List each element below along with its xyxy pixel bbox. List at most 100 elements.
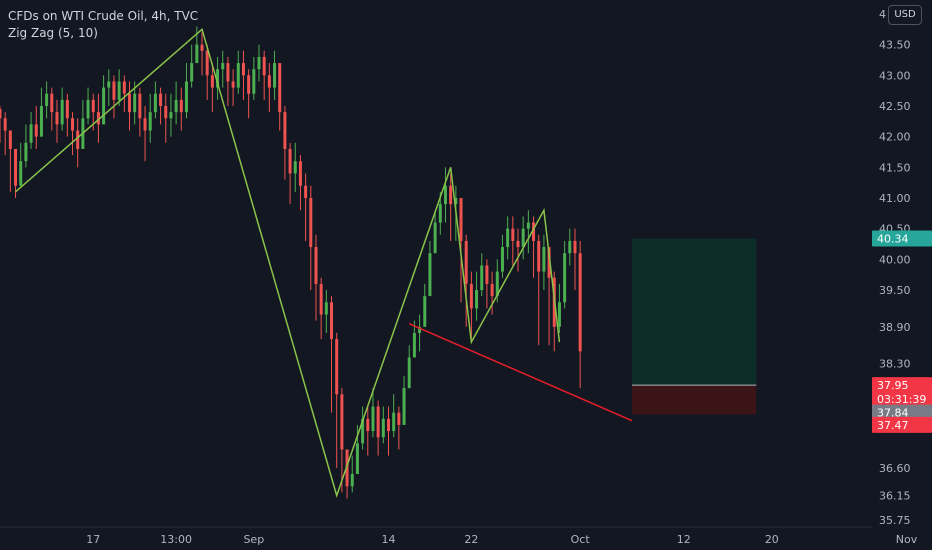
candle-body xyxy=(216,69,220,88)
price-tag-label: 03:31:39 xyxy=(877,393,926,406)
candle-body xyxy=(283,112,287,149)
price-tag-box xyxy=(872,416,932,433)
candle-body xyxy=(55,112,59,125)
candle-body xyxy=(200,44,204,51)
candle-body xyxy=(469,283,473,309)
time-tick-label: Sep xyxy=(243,533,264,546)
candle-body xyxy=(521,228,525,248)
candle-body xyxy=(143,118,147,131)
candle-body xyxy=(153,93,157,113)
price-axis[interactable]: 35.7536.1536.6038.3038.9039.5040.0040.50… xyxy=(879,8,911,527)
candle-body xyxy=(8,130,12,149)
candle-body xyxy=(330,302,334,340)
candle-body xyxy=(392,412,396,432)
price-tick-label: 38.90 xyxy=(879,321,911,334)
candle-body xyxy=(293,161,297,174)
candle-body xyxy=(148,112,152,131)
indicator-title[interactable]: Zig Zag (5, 10) xyxy=(8,26,98,40)
candle-body xyxy=(45,93,49,106)
candle-body xyxy=(184,81,188,113)
candle-body xyxy=(371,406,375,432)
candle-body xyxy=(236,63,240,88)
candle-body xyxy=(537,240,541,272)
candle-body xyxy=(516,240,520,248)
symbol-title[interactable]: CFDs on WTI Crude Oil, 4h, TVC xyxy=(8,9,199,23)
candle-body xyxy=(335,339,339,395)
candle-body xyxy=(60,99,64,125)
candle-body xyxy=(309,198,313,248)
candle-body xyxy=(304,185,308,198)
price-tick-label: 36.60 xyxy=(879,462,911,475)
candle-body xyxy=(402,388,406,425)
candle-body xyxy=(563,253,567,303)
price-tick-label: 4 xyxy=(879,8,886,21)
candle-body xyxy=(169,112,173,119)
zigzag-line xyxy=(15,27,561,498)
candle-body xyxy=(231,81,235,88)
candle-body xyxy=(76,130,80,149)
candle-body xyxy=(278,63,282,113)
time-axis[interactable]: 17 13:00 Sep 14 22 Oct 12 20 Nov xyxy=(0,526,918,546)
candle-body xyxy=(438,204,442,223)
time-tick-label: 14 xyxy=(382,533,396,546)
candle-body xyxy=(464,240,468,284)
candle-body xyxy=(71,118,75,131)
price-tick-label: 35.75 xyxy=(879,514,911,527)
candle-body xyxy=(210,75,214,88)
candle-body xyxy=(361,418,365,444)
candle-body xyxy=(506,228,510,248)
candle-body xyxy=(381,418,385,438)
candle-body xyxy=(485,265,489,284)
candle-body xyxy=(174,99,178,113)
candle-body xyxy=(433,222,437,254)
candle-body xyxy=(117,81,121,100)
price-tick-label: 43.50 xyxy=(879,39,911,52)
target-zone xyxy=(631,238,757,386)
long-position-tool[interactable] xyxy=(631,238,757,415)
price-tick-label: 41.00 xyxy=(879,192,911,205)
candle-body xyxy=(241,63,245,76)
price-tick-label: 42.00 xyxy=(879,131,911,144)
candle-body xyxy=(459,198,463,241)
candle-body xyxy=(247,75,251,94)
candle-body xyxy=(526,222,530,229)
candle-body xyxy=(138,93,142,119)
price-tick-label: 38.30 xyxy=(879,358,911,371)
time-tick-label: 13:00 xyxy=(160,533,192,546)
support-trendline xyxy=(408,323,633,422)
price-tick-label: 40.00 xyxy=(879,253,911,266)
candle-body xyxy=(547,247,551,278)
candle-body xyxy=(495,271,499,297)
candle-body xyxy=(475,290,479,309)
time-tick-label: 20 xyxy=(765,533,779,546)
candle-body xyxy=(366,418,370,432)
price-tick-label: 36.15 xyxy=(879,489,911,502)
price-tag-label: 37.47 xyxy=(877,419,909,432)
candle-body xyxy=(164,106,168,119)
currency-button[interactable]: USD xyxy=(888,5,922,25)
candle-body xyxy=(257,56,261,70)
trendline-layer[interactable] xyxy=(408,323,633,422)
candle-body xyxy=(34,124,38,137)
candle-body xyxy=(65,99,69,119)
time-tick-label: 22 xyxy=(464,533,478,546)
candle-body xyxy=(443,185,447,205)
candle-body xyxy=(128,93,131,113)
candle-body xyxy=(397,412,401,425)
price-tag-label: 37.84 xyxy=(877,407,909,420)
candle-body xyxy=(14,148,18,186)
price-tick-label: 43.00 xyxy=(879,69,911,82)
candle-body xyxy=(107,81,111,88)
price-tag-box xyxy=(872,404,932,421)
candle-body xyxy=(480,265,484,290)
candle-body xyxy=(0,109,2,119)
price-tag-box xyxy=(872,391,932,408)
zigzag-layer xyxy=(15,27,561,498)
candle-body xyxy=(133,93,137,113)
candle-body xyxy=(407,357,411,389)
stop-zone xyxy=(631,385,757,415)
candle-body xyxy=(428,253,432,297)
chart-legend: CFDs on WTI Crude Oil, 4h, TVC Zig Zag (… xyxy=(8,8,198,42)
